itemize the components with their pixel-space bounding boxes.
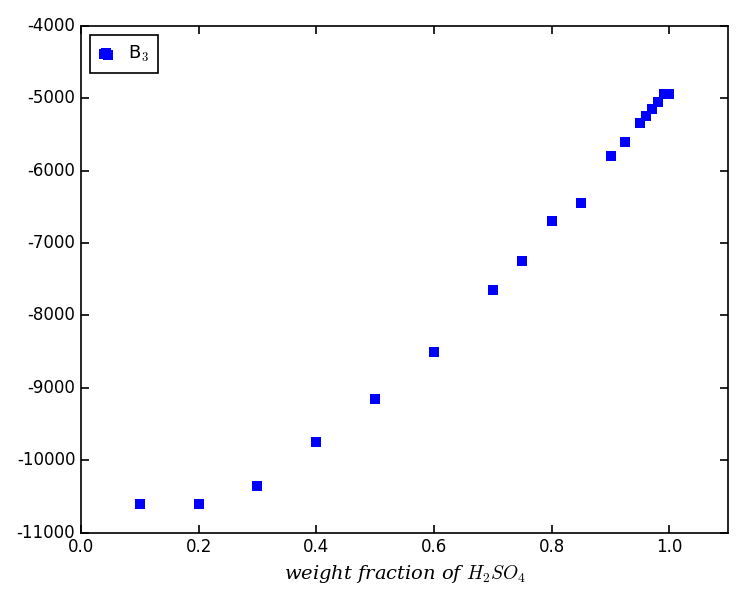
B$_3$ (193, 499, 205, 509)
B$_3$ (311, 438, 323, 447)
B$_3$ (546, 217, 558, 226)
B$_3$ (619, 137, 631, 146)
B$_3$ (658, 90, 670, 99)
B$_3$ (575, 199, 587, 208)
B$_3$ (516, 256, 528, 266)
B$_3$ (652, 97, 664, 107)
B$_3$ (134, 499, 146, 509)
B$_3$ (370, 394, 381, 403)
B$_3$ (252, 481, 264, 491)
B$_3$ (605, 151, 617, 161)
B$_3$ (428, 347, 440, 356)
B$_3$ (487, 285, 499, 295)
B$_3$ (664, 90, 676, 99)
B$_3$ (640, 111, 652, 121)
Legend: B$_3$: B$_3$ (90, 35, 158, 73)
B$_3$ (634, 119, 646, 128)
B$_3$ (646, 104, 658, 114)
X-axis label: weight fraction of $H_2SO_4$: weight fraction of $H_2SO_4$ (284, 563, 525, 585)
